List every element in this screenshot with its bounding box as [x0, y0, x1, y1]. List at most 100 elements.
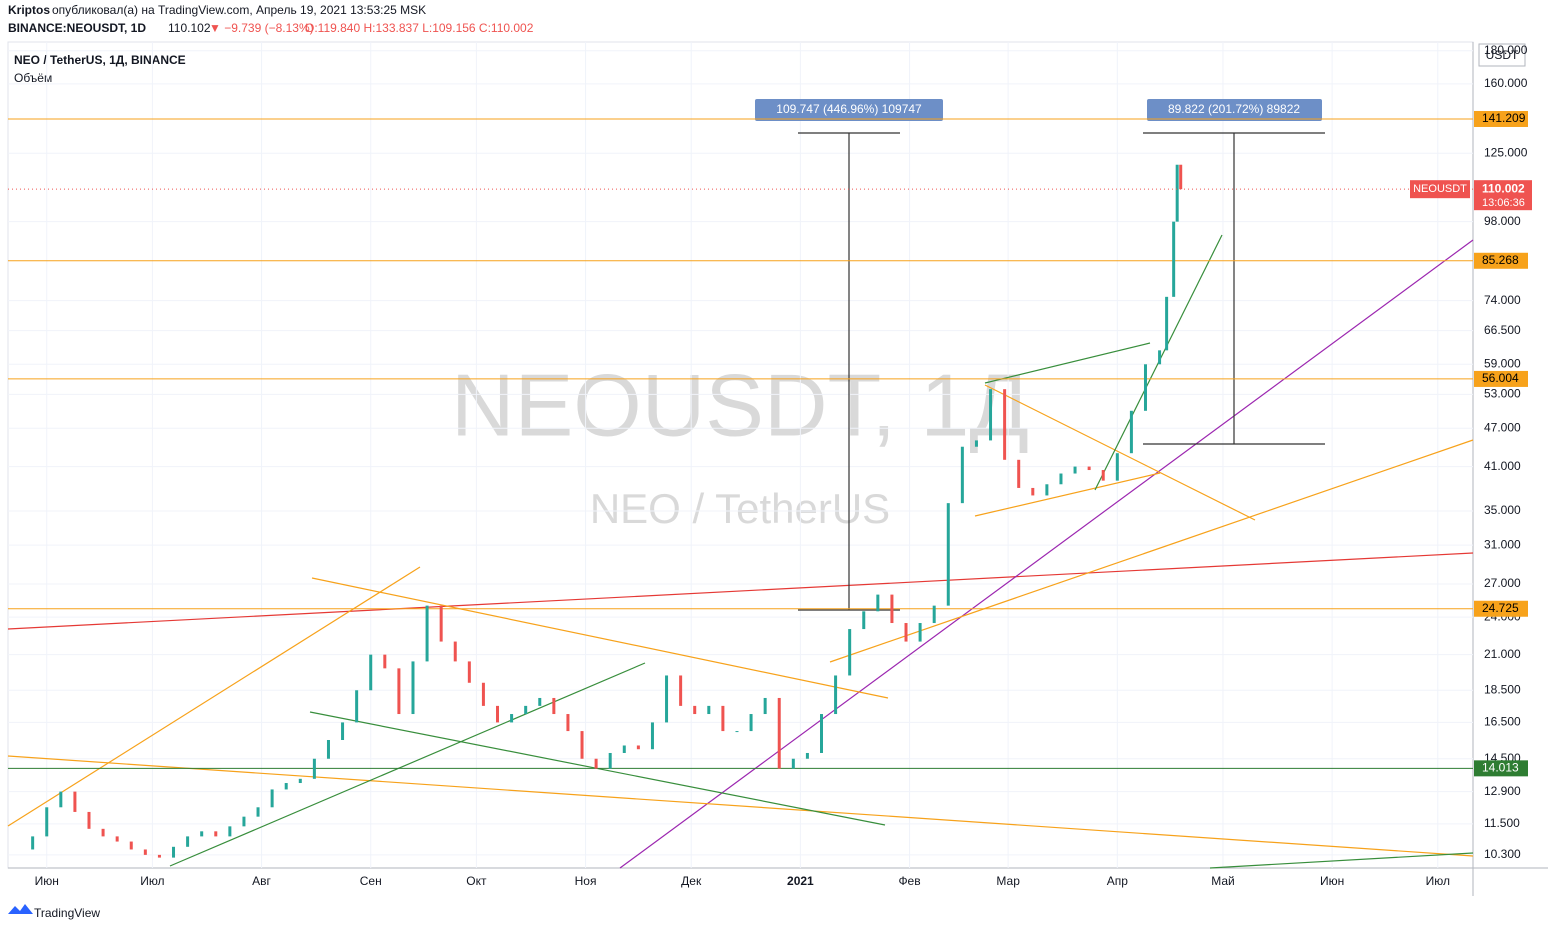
- candle: [890, 594, 894, 624]
- candle: [974, 440, 978, 447]
- candle: [341, 722, 345, 740]
- candle: [1073, 466, 1077, 474]
- candle: [312, 758, 316, 779]
- candle: [735, 731, 739, 733]
- y-tick-label: 74.000: [1484, 293, 1521, 307]
- candle: [862, 611, 866, 630]
- y-tick-label: 53.000: [1484, 387, 1521, 401]
- candle: [679, 675, 683, 706]
- candle: [791, 758, 795, 769]
- current-price: 110.002: [1482, 181, 1525, 195]
- trend-line: [619, 239, 1474, 869]
- measure-label: 109.747 (446.96%) 109747: [776, 102, 922, 116]
- current-label-bg: [1474, 180, 1532, 211]
- x-tick-label: Июл: [140, 874, 164, 888]
- y-tick-label: 125.000: [1484, 145, 1528, 159]
- candle: [439, 605, 443, 642]
- candle: [1179, 164, 1183, 190]
- grid: [8, 42, 1473, 868]
- measure-label-bg: [1147, 99, 1322, 121]
- candle: [1017, 459, 1021, 488]
- candle: [481, 682, 485, 706]
- trend-line: [829, 439, 1474, 663]
- series-tag-bg: [1410, 180, 1470, 199]
- candle: [31, 836, 35, 850]
- y-tick-label: 160.000: [1484, 76, 1528, 90]
- currency: USDT: [1486, 48, 1519, 62]
- watermark: NEOUSDT, 1Д: [451, 355, 1029, 454]
- candle: [214, 831, 218, 837]
- candle: [819, 714, 823, 753]
- y-tick-label: 41.000: [1484, 459, 1521, 473]
- candle: [1143, 364, 1147, 411]
- level-label-bg: [1474, 600, 1528, 617]
- candle: [101, 828, 105, 837]
- y-tick-label: 31.000: [1484, 537, 1521, 551]
- trend-line: [1209, 852, 1474, 869]
- legend-title: NEO / TetherUS, 1Д, BINANCE: [14, 53, 186, 67]
- candle: [369, 654, 373, 691]
- candle: [763, 697, 767, 715]
- candle: [411, 661, 415, 715]
- candle: [1059, 473, 1063, 485]
- x-tick-label: Авг: [252, 874, 271, 888]
- candle: [566, 714, 570, 732]
- candle: [777, 697, 781, 769]
- candle: [73, 791, 77, 812]
- y-tick-label: 98.000: [1484, 214, 1521, 228]
- x-tick-label: Дек: [681, 874, 702, 888]
- candle: [467, 661, 471, 683]
- candle: [284, 783, 288, 790]
- trend-line: [984, 384, 1256, 521]
- candle: [538, 697, 542, 706]
- level-label: 14.013: [1482, 761, 1519, 775]
- candle: [524, 705, 528, 715]
- candle: [383, 654, 387, 669]
- change: ▼ −9.739 (−8.13%): [209, 21, 314, 35]
- ohlc: O:119.840 H:133.837 L:109.156 C:110.002: [305, 21, 534, 35]
- candle: [650, 722, 654, 750]
- candle: [157, 854, 161, 858]
- logo: [8, 904, 33, 914]
- currency-box: [1478, 43, 1526, 67]
- y-tick-label: 10.300: [1484, 847, 1521, 861]
- author: Kriptos: [8, 3, 50, 17]
- x-tick-label: Май: [1211, 874, 1235, 888]
- trend-line: [7, 552, 1474, 630]
- x-tick-label: Июн: [35, 874, 59, 888]
- candle: [496, 705, 500, 723]
- candle: [1175, 164, 1179, 222]
- candle: [608, 752, 612, 769]
- y-tick-label: 16.500: [1484, 715, 1521, 729]
- candle: [805, 752, 809, 759]
- candle: [397, 668, 401, 715]
- candle: [270, 789, 274, 808]
- candle: [256, 807, 260, 817]
- y-tick-label: 12.900: [1484, 784, 1521, 798]
- candle: [1115, 453, 1119, 481]
- candle: [749, 714, 753, 732]
- watermark-sub: NEO / TetherUS: [590, 485, 890, 532]
- candle: [1003, 389, 1007, 460]
- y-tick-label: 11.500: [1484, 816, 1520, 830]
- candle: [115, 836, 119, 842]
- candle: [1087, 466, 1091, 471]
- level-label-bg: [1474, 370, 1528, 387]
- candle: [665, 675, 669, 723]
- candle: [1031, 487, 1035, 496]
- candle: [172, 846, 176, 858]
- candle: [228, 826, 232, 837]
- candle: [721, 705, 725, 732]
- symbol: BINANCE:NEOUSDT, 1D: [8, 21, 146, 35]
- published: опубликовал(а) на TradingView.com, Апрел…: [52, 3, 426, 17]
- candle: [143, 849, 147, 855]
- trend-line: [984, 342, 1151, 384]
- series-tag: NEOUSDT: [1413, 183, 1467, 195]
- candle: [989, 389, 993, 441]
- candle: [1158, 350, 1162, 365]
- candle: [186, 836, 190, 847]
- current-timer: 13:06:36: [1482, 197, 1525, 209]
- y-tick-label: 27.000: [1484, 576, 1521, 590]
